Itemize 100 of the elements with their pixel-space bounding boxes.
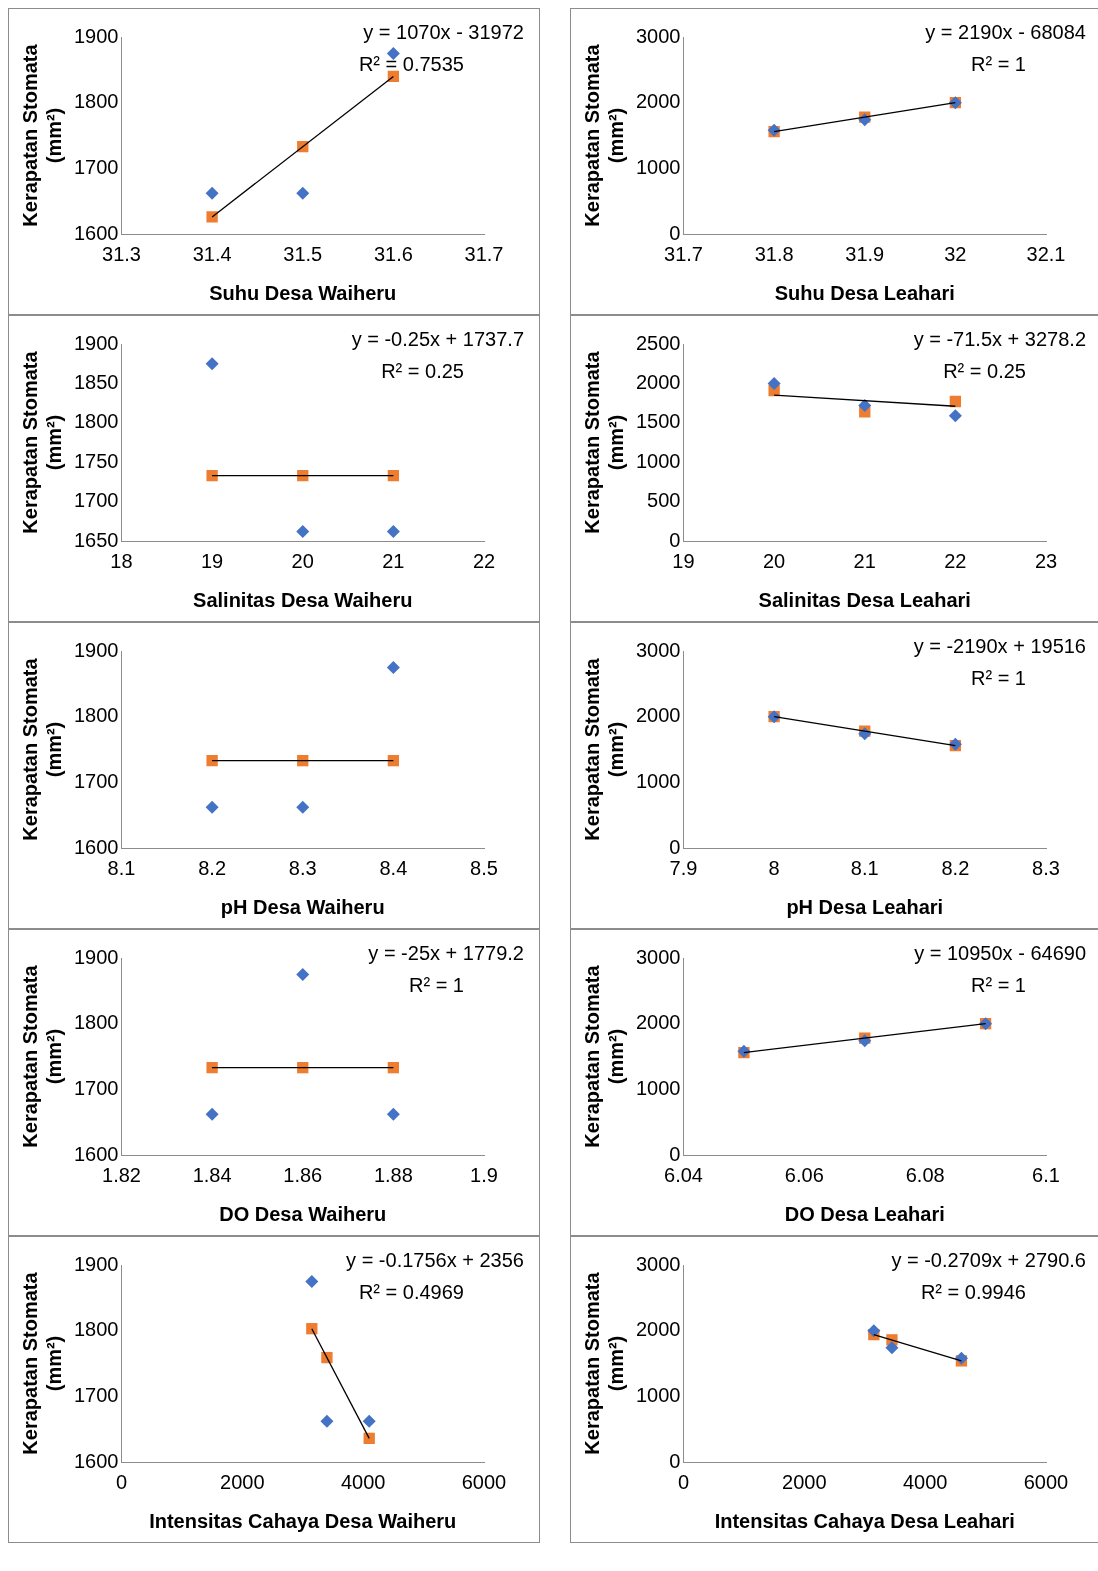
x-tick-label: 20 [762,549,786,572]
y-tick-label: 1600 [73,221,119,244]
x-tick-label: 1.82 [102,1163,141,1186]
y-tick-label: 1800 [73,90,119,113]
x-tick-label: 8.4 [379,856,408,879]
x-tick-label: 7.9 [669,856,698,879]
y-axis-title: Kerapatan Stomata (mm²) [18,1271,65,1455]
y-tick-label: 1600 [73,1449,119,1472]
x-tick-label: 2000 [220,1470,265,1493]
y-tick-label: 1700 [73,769,119,792]
x-tick-label: 8.3 [1032,856,1060,879]
y-axis-title: Kerapatan Stomata (mm²) [18,43,65,227]
annotation: R² = 0.9946 [920,1280,1026,1303]
y-tick-label: 3000 [635,638,681,661]
y-tick-label: 2000 [635,370,681,393]
x-tick-label: 31.7 [664,242,703,265]
point [387,1062,400,1074]
y-axis-title: Kerapatan Stomata (mm²) [580,657,627,841]
point [305,1274,319,1288]
y-tick-label: 2000 [635,704,681,727]
x-tick-label: 8.3 [288,856,317,879]
point [867,1324,881,1338]
point [387,755,400,767]
y-tick-label: 1850 [73,370,119,393]
x-tick-label: 31.9 [845,242,885,265]
y-tick-label: 0 [669,528,681,551]
x-axis-title: Salinitas Desa Waiheru [193,588,413,611]
x-tick-label: 21 [382,549,405,572]
x-tick-label: 6000 [461,1470,507,1493]
x-tick-label: 31.4 [192,242,232,265]
x-tick-label: 20 [291,549,314,572]
point [206,755,218,767]
x-tick-label: 32.1 [1026,242,1066,265]
y-tick-label: 1000 [635,1076,681,1099]
x-tick-label: 1.88 [373,1163,413,1186]
x-tick-label: 8.1 [850,856,879,879]
y-tick-label: 1900 [73,638,119,661]
x-tick-label: 32 [944,242,967,265]
point [205,1107,219,1121]
point [948,409,962,423]
x-axis-title: Intensitas Cahaya Desa Leahari [714,1509,1015,1532]
x-tick-label: 21 [853,549,876,572]
point [206,1062,218,1074]
y-tick-label: 1800 [73,1011,119,1034]
annotation: y = -0.2709x + 2790.6 [891,1248,1086,1271]
x-tick-label: 8.2 [198,856,227,879]
x-tick-label: 4000 [340,1470,386,1493]
x-axis-title: pH Desa Leahari [786,895,944,918]
y-axis-title: Kerapatan Stomata (mm²) [18,657,65,841]
annotation: y = -2190x + 19516 [913,634,1086,657]
point [205,357,219,371]
y-axis-title: Kerapatan Stomata (mm²) [580,1271,627,1455]
x-tick-label: 22 [944,549,967,572]
point [206,211,218,223]
y-tick-label: 2000 [635,1318,681,1341]
x-tick-label: 8.5 [470,856,498,879]
annotation: R² = 1 [970,52,1026,75]
annotation: y = 10950x - 64690 [914,941,1086,964]
annotation: R² = 1 [970,973,1026,996]
y-tick-label: 1000 [635,769,681,792]
y-tick-label: 1700 [73,1383,119,1406]
x-tick-label: 22 [472,549,496,572]
x-tick-label: 1.84 [192,1163,232,1186]
y-tick-label: 2500 [635,331,681,354]
point [362,1414,376,1428]
y-tick-label: 0 [669,1142,681,1165]
y-tick-label: 1000 [635,155,681,178]
y-tick-label: 1750 [73,449,119,472]
annotation: y = 1070x - 31972 [363,20,524,43]
y-axis-title: Kerapatan Stomata (mm²) [580,964,627,1148]
x-tick-label: 6000 [1023,1470,1069,1493]
x-tick-label: 19 [200,549,224,572]
annotation: R² = 0.25 [943,359,1026,382]
point [206,469,218,482]
x-tick-label: 8 [768,856,780,879]
y-tick-label: 1700 [73,1076,119,1099]
x-axis-title: Intensitas Cahaya Desa Waiheru [149,1509,457,1532]
annotation: y = -0.1756x + 2356 [346,1248,524,1271]
y-tick-label: 1900 [73,331,119,354]
point [296,967,310,981]
y-axis-title: Kerapatan Stomata (mm²) [580,43,627,227]
y-axis-title: Kerapatan Stomata (mm²) [18,350,65,534]
x-axis-title: Suhu Desa Waiheru [209,281,397,304]
annotation: R² = 0.7535 [358,52,464,75]
x-tick-label: 8.1 [107,856,136,879]
x-tick-label: 1.86 [283,1163,323,1186]
y-tick-label: 2000 [635,1011,681,1034]
y-tick-label: 1900 [73,24,119,47]
y-tick-label: 1800 [73,704,119,727]
annotation: R² = 1 [408,973,464,996]
y-tick-label: 1000 [635,449,681,472]
point [386,46,400,60]
x-tick-label: 8.2 [941,856,970,879]
x-tick-label: 2000 [782,1470,827,1493]
y-tick-label: 3000 [635,24,681,47]
annotation: y = -0.25x + 1737.7 [351,327,524,350]
y-tick-label: 1600 [73,835,119,858]
y-tick-label: 1500 [635,410,681,433]
y-tick-label: 1700 [73,155,119,178]
annotation: y = 2190x - 68084 [925,20,1086,43]
